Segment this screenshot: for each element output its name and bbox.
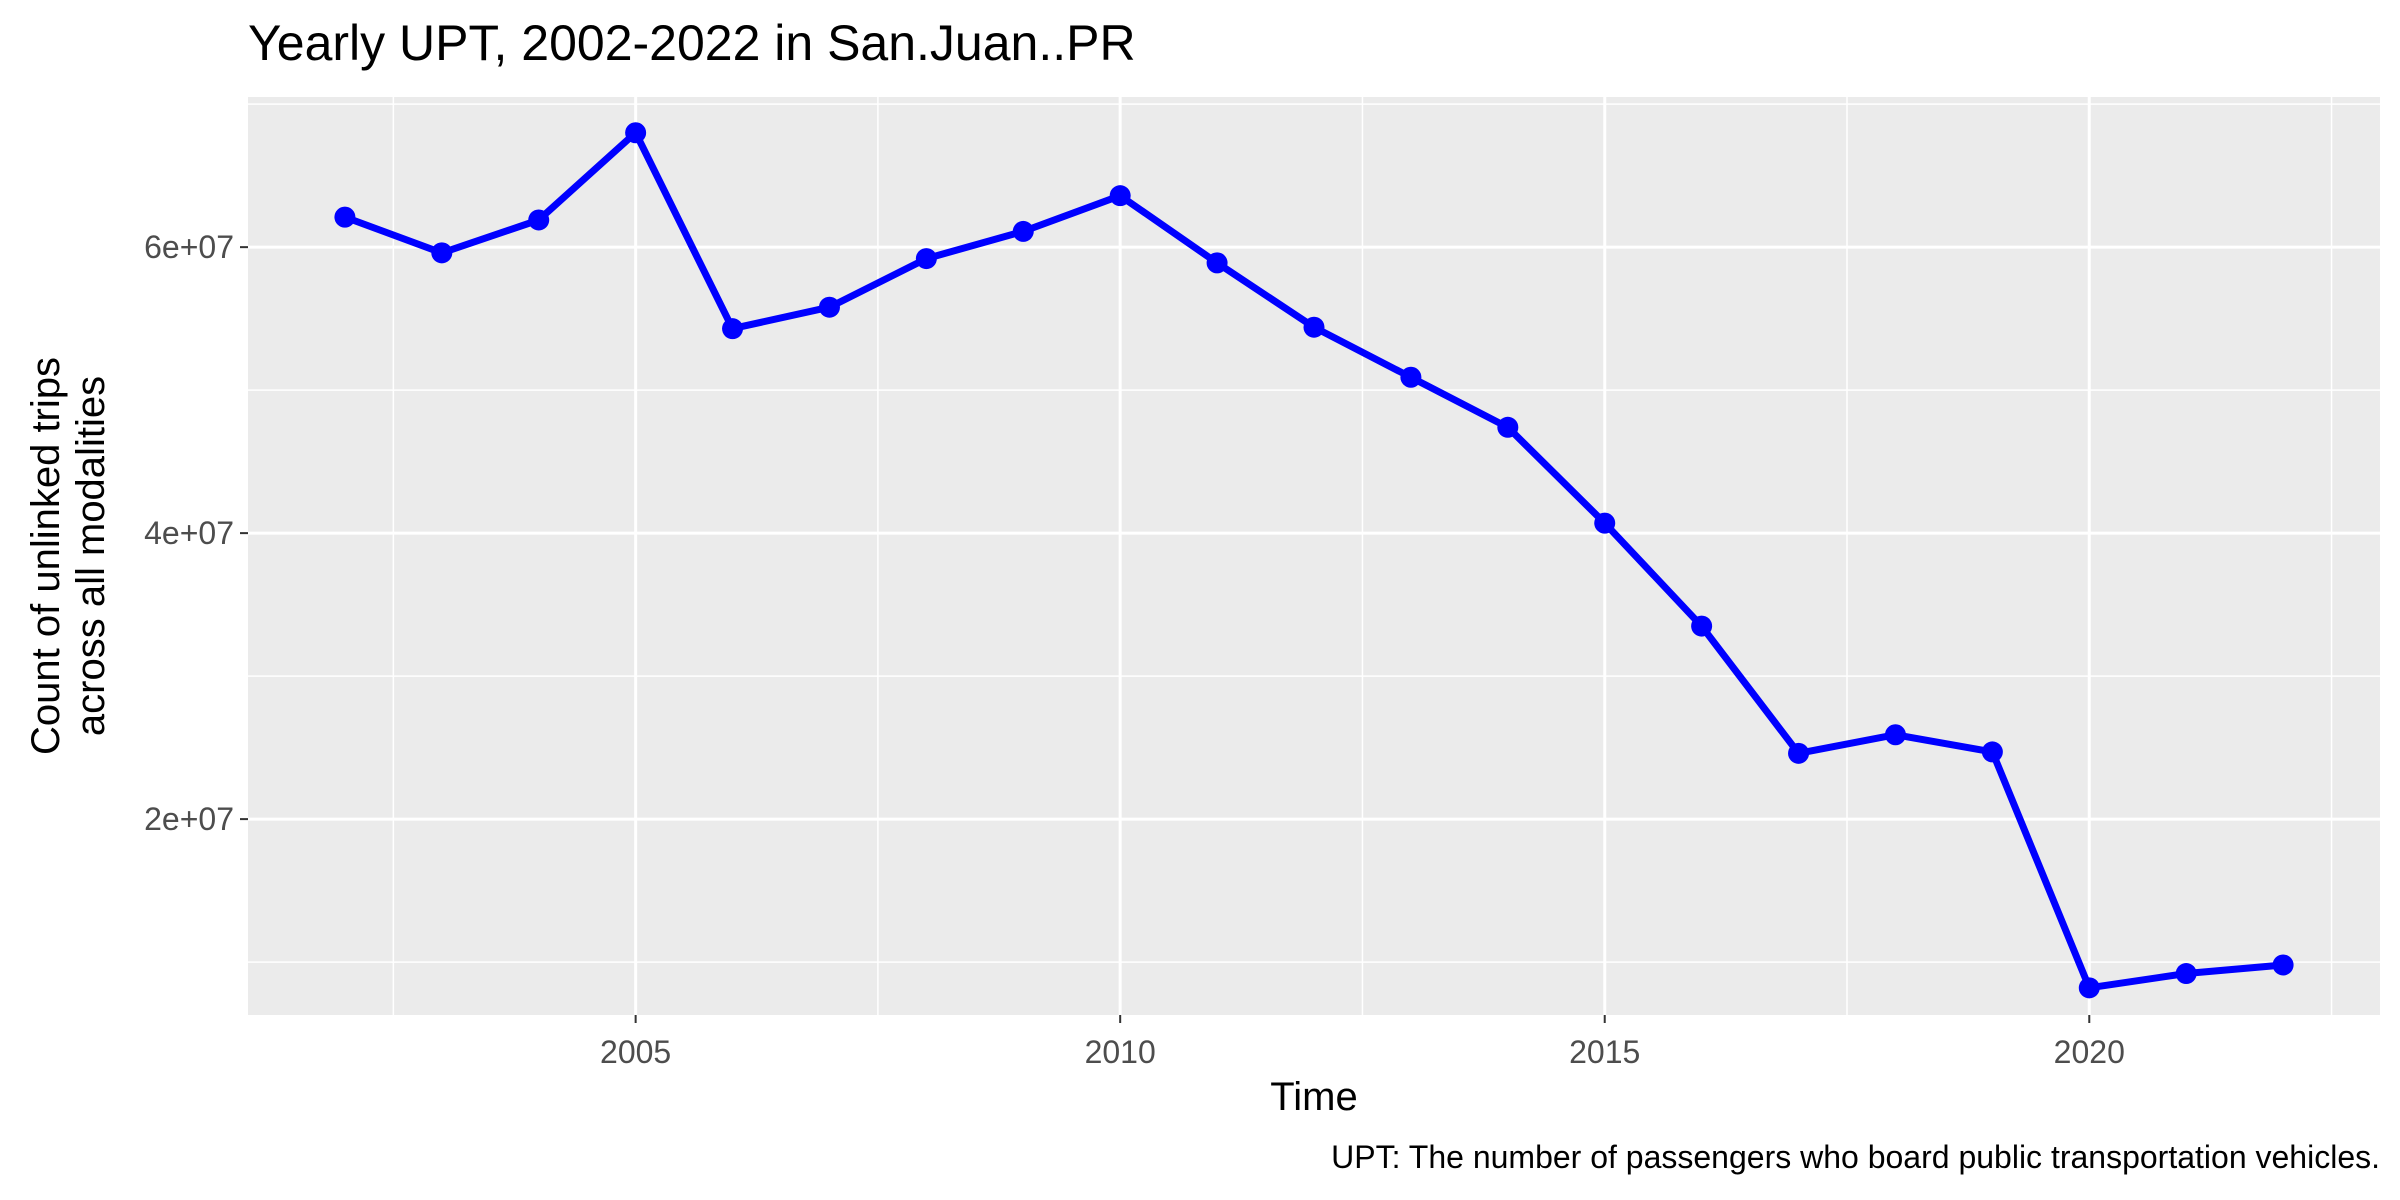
x-axis-title: Time [1270,1075,1357,1119]
major-gridlines [248,97,2380,1015]
data-point [334,206,356,228]
data-point [1981,741,2003,763]
data-point [1884,724,1906,746]
data-point [1594,512,1616,534]
data-point [915,248,937,270]
y-tick-label: 6e+07 [144,229,234,265]
data-point [818,296,840,318]
x-tick-label: 2020 [2054,1034,2125,1070]
data-point [625,122,647,144]
data-point [1691,615,1713,637]
y-axis-title-line-1: Count of unlinked trips [24,357,68,755]
data-point [431,242,453,264]
y-tick-label: 4e+07 [144,515,234,551]
data-point [2175,963,2197,985]
data-point [1788,742,1810,764]
y-tick-label: 2e+07 [144,801,234,837]
chart-caption: UPT: The number of passengers who board … [1331,1139,2380,1175]
x-tick-label: 2005 [600,1034,671,1070]
y-axis-title-line-2: across all modalities [69,376,113,736]
data-point [1400,366,1422,388]
data-point [1012,220,1034,242]
tick-labels: 2005 2010 2015 2020 2e+07 4e+07 6e+07 [144,229,2125,1070]
data-point [1206,252,1228,274]
chart-title: Yearly UPT, 2002-2022 in San.Juan..PR [248,15,1136,71]
data-point [2078,977,2100,999]
data-point [528,209,550,231]
data-point [722,318,744,340]
axis-ticks [240,246,2091,1023]
data-point [1109,185,1131,207]
series-group [334,122,2294,999]
x-tick-label: 2010 [1085,1034,1156,1070]
data-point [2272,954,2294,976]
x-tick-label: 2015 [1569,1034,1640,1070]
data-point [1303,316,1325,338]
data-point [1497,416,1519,438]
minor-gridlines [248,97,2380,1015]
plot-panel [248,97,2380,1015]
